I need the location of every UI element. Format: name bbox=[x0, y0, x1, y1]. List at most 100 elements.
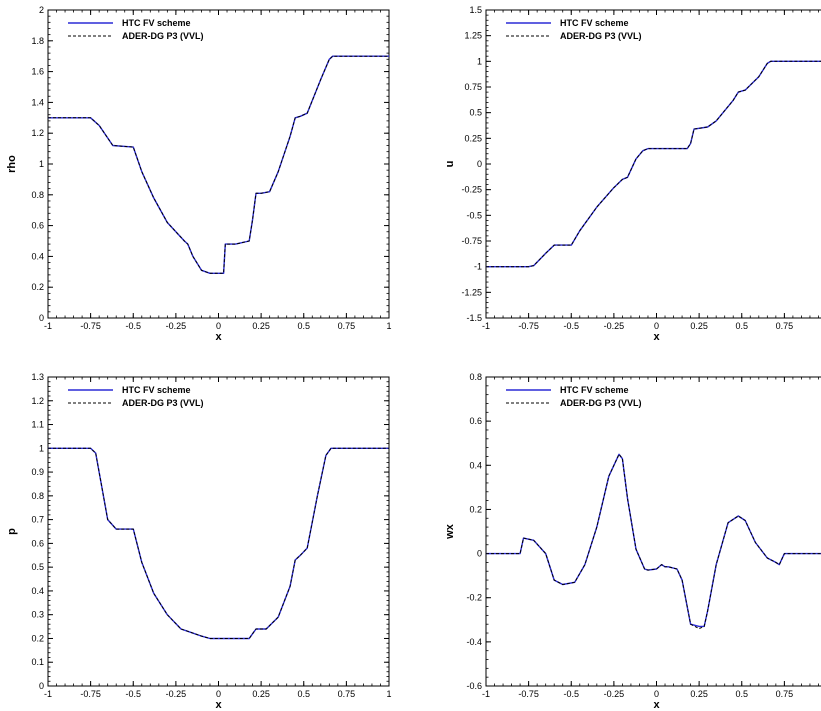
legend: HTC FV scheme ADER-DG P3 (VVL) bbox=[68, 385, 204, 408]
legend: HTC FV scheme ADER-DG P3 (VVL) bbox=[68, 18, 204, 41]
y-tick-label: -1.5 bbox=[466, 313, 482, 323]
y-tick-label: -0.25 bbox=[461, 185, 482, 195]
y-tick-label: 1.4 bbox=[31, 97, 44, 107]
y-tick-label: 1.25 bbox=[464, 31, 482, 41]
y-tick-label: 0 bbox=[477, 549, 482, 559]
y-tick-label: 0.25 bbox=[464, 133, 482, 143]
x-tick-label: 1 bbox=[386, 689, 391, 699]
y-tick-label: 0.5 bbox=[31, 562, 44, 572]
legend-label-ader-dg: ADER-DG P3 (VVL) bbox=[122, 398, 204, 408]
x-tick-label: -0.5 bbox=[563, 689, 579, 699]
x-axis-title: x bbox=[215, 331, 222, 343]
y-tick-label: 1.3 bbox=[31, 372, 44, 382]
plot-frame bbox=[485, 376, 821, 687]
legend-label-ader-dg: ADER-DG P3 (VVL) bbox=[560, 398, 642, 408]
y-tick-label: 1.2 bbox=[31, 128, 44, 138]
x-tick-label: -1 bbox=[44, 689, 52, 699]
x-tick-label: -0.75 bbox=[80, 321, 101, 331]
y-tick-label: 1 bbox=[39, 159, 44, 169]
y-tick-label: 0.2 bbox=[31, 633, 44, 643]
y-axis-title: rho bbox=[6, 155, 18, 173]
x-tick-label: 0.75 bbox=[776, 321, 794, 331]
x-tick-label: 0.25 bbox=[690, 321, 708, 331]
y-tick-label: -1.25 bbox=[461, 287, 482, 297]
x-tick-label: -0.5 bbox=[563, 321, 579, 331]
y-tick-label: 0 bbox=[39, 313, 44, 323]
x-tick-label: 0.75 bbox=[338, 689, 356, 699]
legend-label-htc-fv: HTC FV scheme bbox=[122, 18, 191, 28]
x-tick-label: -0.25 bbox=[604, 689, 625, 699]
y-axis-title: p bbox=[6, 528, 18, 535]
panel-wx: -1 -0.75 -0.5 -0.25 0 0.25 0.5 0.75 -0.6 -0.4 -0.2… bbox=[444, 372, 821, 711]
x-tick-label: -0.25 bbox=[166, 689, 187, 699]
legend: HTC FV scheme ADER-DG P3 (VVL) bbox=[506, 18, 642, 41]
x-axis-title: x bbox=[653, 699, 660, 711]
y-tick-label: 0.4 bbox=[31, 251, 44, 261]
y-tick-label: 1.1 bbox=[31, 420, 44, 430]
y-tick-label: 1.6 bbox=[31, 67, 44, 77]
series-line-ader-dg bbox=[48, 447, 389, 639]
x-tick-label: -0.75 bbox=[518, 321, 539, 331]
x-axis-title: x bbox=[653, 331, 660, 343]
plot-frame bbox=[47, 376, 390, 687]
y-tick-label: 0 bbox=[39, 681, 44, 691]
x-tick-label: 0.75 bbox=[776, 689, 794, 699]
x-tick-label: 0.5 bbox=[297, 321, 310, 331]
y-tick-label: -1 bbox=[474, 262, 482, 272]
panel-u: -1 -0.75 -0.5 -0.25 0 0.25 0.5 0.75 -1.5 -1.25 -1 -… bbox=[444, 5, 821, 343]
y-tick-label: 0.1 bbox=[31, 657, 44, 667]
series-line-htc-fv bbox=[48, 55, 389, 274]
x-tick-label: -0.75 bbox=[80, 689, 101, 699]
x-tick-label: -0.5 bbox=[125, 321, 141, 331]
x-tick-label: 0 bbox=[216, 321, 221, 331]
x-tick-label: -1 bbox=[44, 321, 52, 331]
y-tick-label: 1.8 bbox=[31, 36, 44, 46]
x-tick-label: -1 bbox=[482, 689, 490, 699]
y-tick-label: 0 bbox=[477, 159, 482, 169]
y-tick-label: -0.2 bbox=[466, 593, 482, 603]
x-tick-label: -0.75 bbox=[518, 689, 539, 699]
y-tick-label: 0.8 bbox=[469, 372, 482, 382]
y-tick-label: 0.5 bbox=[469, 108, 482, 118]
panel-rho: -1 -0.75 -0.5 -0.25 0 0.25 0.5 0.75 1 0 0.2 0.4 0.6 0… bbox=[6, 5, 392, 343]
legend-label-htc-fv: HTC FV scheme bbox=[560, 385, 629, 395]
x-tick-label: 0.5 bbox=[735, 689, 748, 699]
y-tick-label: 0.6 bbox=[31, 538, 44, 548]
y-tick-label: 0.3 bbox=[31, 610, 44, 620]
x-tick-label: 0 bbox=[216, 689, 221, 699]
y-tick-label: 1 bbox=[39, 443, 44, 453]
y-tick-label: 0.4 bbox=[31, 586, 44, 596]
legend-label-htc-fv: HTC FV scheme bbox=[122, 385, 191, 395]
x-tick-label: -1 bbox=[482, 321, 490, 331]
y-tick-label: 1 bbox=[477, 56, 482, 66]
legend-label-ader-dg: ADER-DG P3 (VVL) bbox=[122, 31, 204, 41]
series-line-ader-dg bbox=[48, 55, 389, 274]
x-tick-label: 0.25 bbox=[252, 321, 270, 331]
x-tick-label: 0.5 bbox=[297, 689, 310, 699]
y-tick-label: -0.4 bbox=[466, 637, 482, 647]
x-tick-label: 0.75 bbox=[338, 321, 356, 331]
legend-label-ader-dg: ADER-DG P3 (VVL) bbox=[560, 31, 642, 41]
x-tick-label: 0 bbox=[654, 689, 659, 699]
series-line-htc-fv bbox=[486, 60, 821, 268]
series-line-ader-dg bbox=[486, 60, 821, 268]
y-tick-label: 0.75 bbox=[464, 82, 482, 92]
legend-label-htc-fv: HTC FV scheme bbox=[560, 18, 629, 28]
panel-p: -1 -0.75 -0.5 -0.25 0 0.25 0.5 0.75 1 0 0.1 0.2 0.3 0… bbox=[6, 372, 392, 711]
y-tick-label: 0.2 bbox=[31, 282, 44, 292]
y-tick-label: 0.6 bbox=[469, 416, 482, 426]
x-tick-label: 1 bbox=[386, 321, 391, 331]
plot-frame bbox=[485, 9, 821, 319]
y-axis-title: u bbox=[444, 161, 456, 168]
y-tick-label: -0.5 bbox=[466, 210, 482, 220]
y-tick-label: -0.75 bbox=[461, 236, 482, 246]
y-tick-label: 1.2 bbox=[31, 396, 44, 406]
y-tick-label: 0.7 bbox=[31, 515, 44, 525]
y-tick-label: 0.8 bbox=[31, 190, 44, 200]
y-tick-label: 0.6 bbox=[31, 221, 44, 231]
legend: HTC FV scheme ADER-DG P3 (VVL) bbox=[506, 385, 642, 408]
x-tick-label: 0.5 bbox=[735, 321, 748, 331]
x-tick-label: -0.5 bbox=[125, 689, 141, 699]
x-tick-label: 0 bbox=[654, 321, 659, 331]
